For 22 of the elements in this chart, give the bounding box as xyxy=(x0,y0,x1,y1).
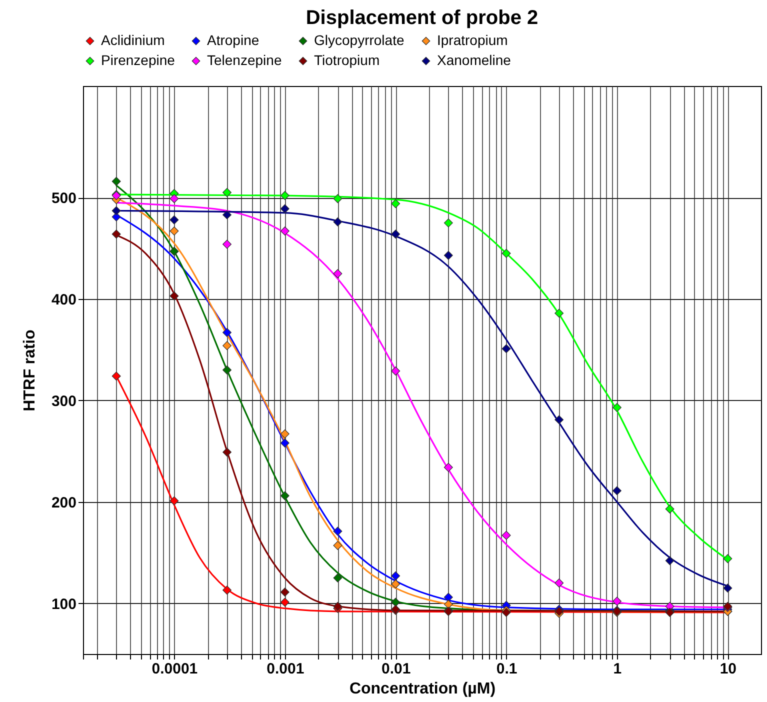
x-tick-label: 0.01 xyxy=(381,660,411,678)
legend-label: Ipratropium xyxy=(437,32,508,48)
chart-title: Displacement of probe 2 xyxy=(306,7,538,29)
legend-label: Tiotropium xyxy=(314,52,380,68)
legend-label: Aclidinium xyxy=(101,32,165,48)
legend-label: Pirenzepine xyxy=(101,52,176,68)
y-tick-label: 100 xyxy=(51,596,76,613)
x-tick-label: 10 xyxy=(720,660,737,678)
legend-label: Atropine xyxy=(207,32,260,48)
x-axis-title: Concentration (µM) xyxy=(349,680,496,698)
x-tick-label: 0.1 xyxy=(496,660,518,678)
x-tick-label: 0.001 xyxy=(266,660,304,678)
y-tick-label: 500 xyxy=(51,190,76,208)
y-tick-label: 400 xyxy=(51,292,76,308)
y-tick-label: 300 xyxy=(51,392,76,410)
y-axis-title: HTRF ratio xyxy=(21,329,38,412)
legend-label: Telenzepine xyxy=(207,52,282,68)
y-tick-label: 200 xyxy=(51,494,76,512)
x-tick-label: 0.0001 xyxy=(152,660,198,678)
x-tick-label: 1 xyxy=(613,660,622,678)
legend-label: Xanomeline xyxy=(437,52,512,68)
legend-label: Glycopyrrolate xyxy=(314,32,404,48)
